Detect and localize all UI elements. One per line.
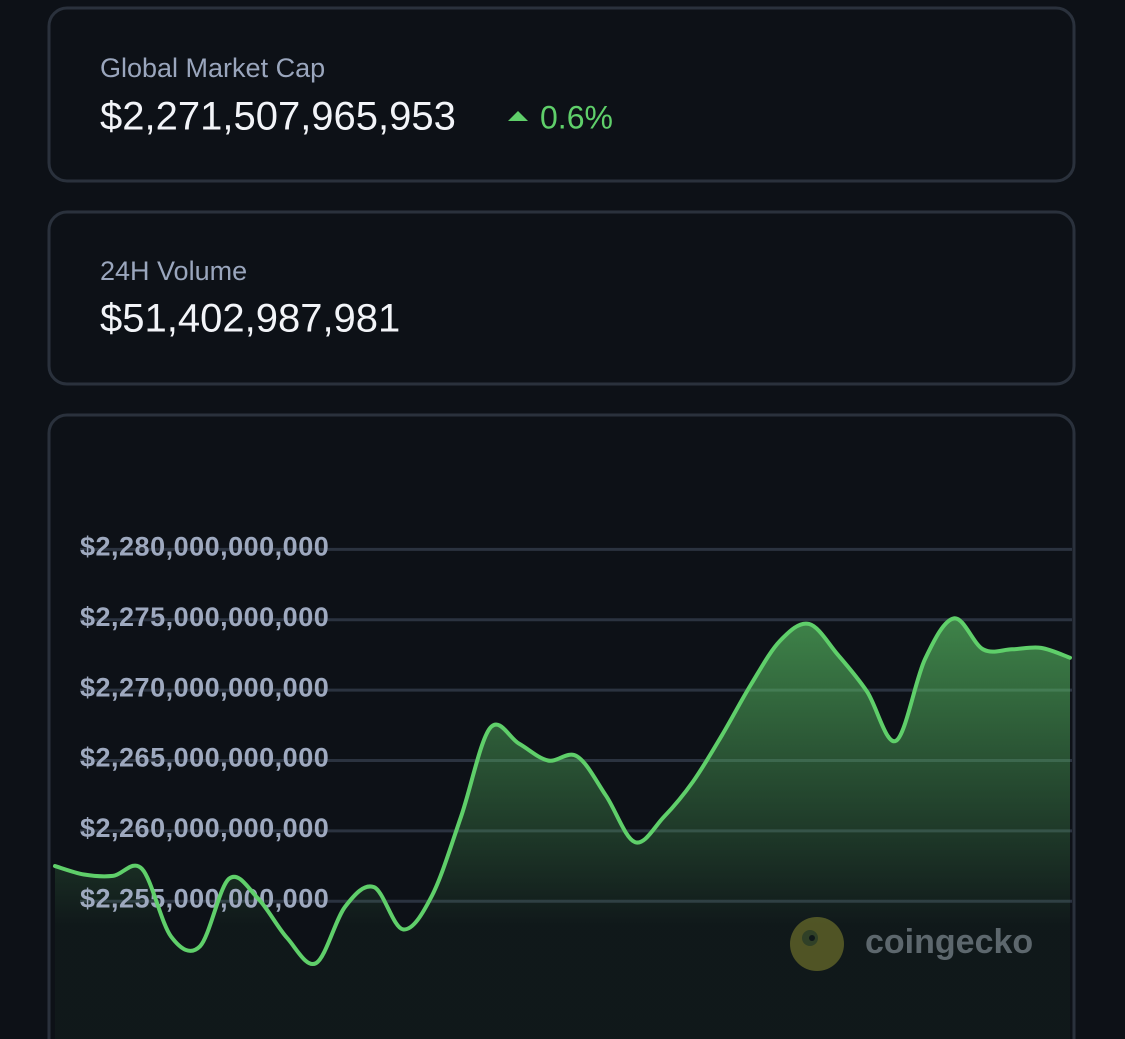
y-tick-label: $2,260,000,000,000 bbox=[80, 813, 329, 843]
area-fill bbox=[55, 618, 1070, 1039]
card-label: 24H Volume bbox=[100, 256, 247, 286]
card-value: $51,402,987,981 bbox=[100, 297, 400, 341]
line bbox=[53, 616, 1072, 966]
line-layer bbox=[53, 616, 1072, 966]
area-layer bbox=[55, 618, 1070, 1039]
market-cap-card bbox=[47, 6, 1076, 183]
y-tick-label: $2,275,000,000,000 bbox=[80, 602, 329, 632]
volume-card bbox=[47, 210, 1076, 386]
card-change: 0.6% bbox=[540, 99, 613, 135]
y-tick-label: $2,270,000,000,000 bbox=[80, 672, 329, 702]
tick-labels: $2,255,000,000,000 $2,260,000,000,000 $2,2… bbox=[80, 532, 329, 914]
card-label: Global Market Cap bbox=[100, 53, 325, 83]
card-value: $2,271,507,965,953 bbox=[100, 95, 456, 139]
y-tick-label: $2,280,000,000,000 bbox=[80, 532, 329, 562]
chart: coingecko $2,255,000,000,000$2,260,000,0… bbox=[53, 532, 1072, 1039]
y-tick-label: $2,255,000,000,000 bbox=[80, 883, 329, 913]
y-tick-label: $2,265,000,000,000 bbox=[80, 743, 329, 773]
up-arrow bbox=[508, 111, 528, 121]
